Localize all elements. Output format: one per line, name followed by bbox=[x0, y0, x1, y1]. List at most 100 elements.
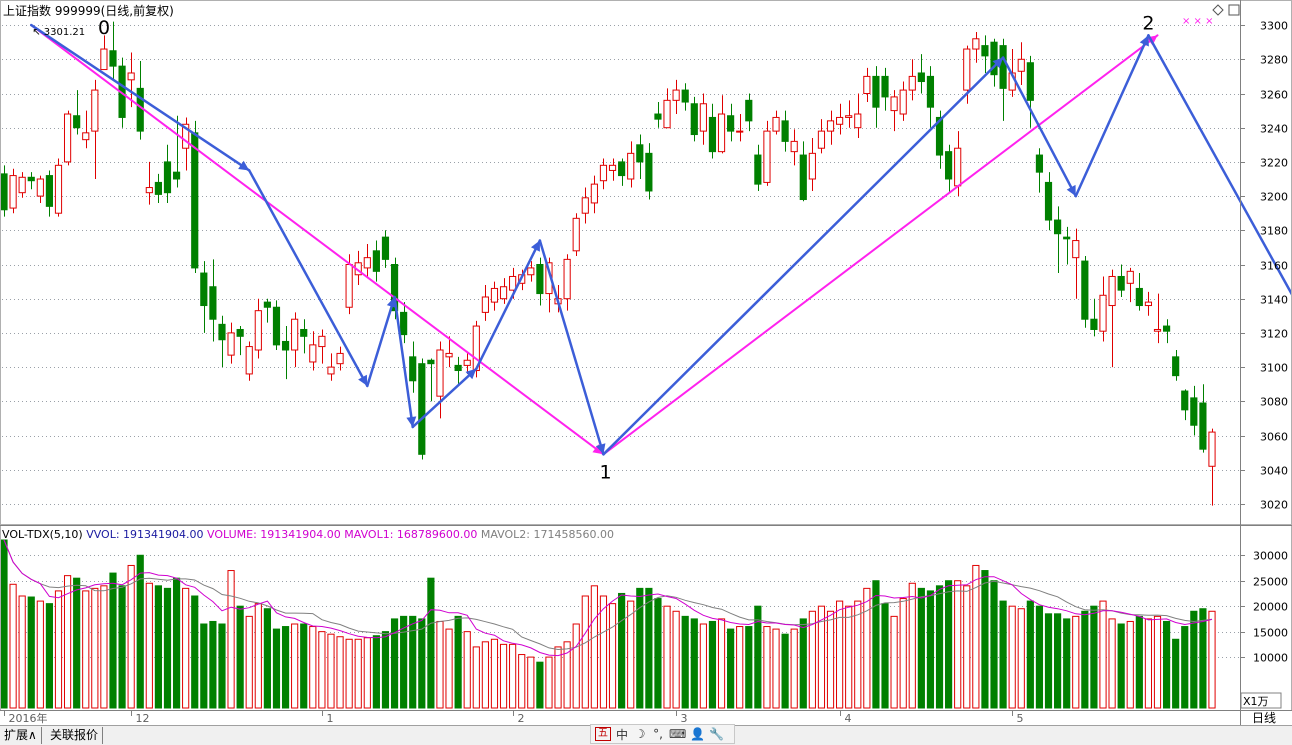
candle-body-up bbox=[63, 113, 72, 163]
window-icons[interactable] bbox=[1212, 4, 1240, 16]
volume-bar-up bbox=[1208, 610, 1216, 709]
volume-bar-down bbox=[381, 631, 390, 709]
candle-body-up bbox=[318, 335, 326, 348]
candle bbox=[481, 285, 489, 321]
candle bbox=[1044, 172, 1053, 231]
volume-bar-up bbox=[100, 585, 108, 709]
volume-bar-up bbox=[772, 628, 780, 709]
candle-body-down bbox=[45, 175, 54, 207]
volume-bar-up bbox=[817, 605, 826, 709]
volume-bar-up bbox=[36, 600, 44, 709]
volume-bar-down bbox=[1172, 638, 1180, 709]
candle-body-down bbox=[754, 154, 762, 185]
candle bbox=[808, 137, 816, 191]
ime-moon-icon[interactable]: ☽ bbox=[634, 727, 646, 741]
candle-body-up bbox=[472, 325, 480, 372]
candle-body-up bbox=[1017, 58, 1025, 72]
candle-body-down bbox=[409, 356, 417, 382]
candle-body-up bbox=[100, 48, 108, 71]
candle bbox=[409, 341, 417, 393]
candle-body-down bbox=[390, 264, 399, 312]
tab-expand[interactable]: 扩展∧ bbox=[0, 727, 42, 744]
candle bbox=[708, 103, 717, 159]
candle bbox=[1054, 206, 1062, 274]
ime-settings-icon[interactable]: 🔧 bbox=[709, 727, 725, 741]
candle bbox=[536, 257, 544, 306]
volume-bar-up bbox=[490, 638, 499, 709]
volume-bar-down bbox=[536, 661, 544, 709]
price-tick-label: 3280 bbox=[1260, 54, 1288, 67]
candle bbox=[154, 173, 162, 203]
candle bbox=[54, 158, 63, 217]
ime-wubi-icon[interactable]: 五 bbox=[595, 727, 611, 741]
candle bbox=[318, 329, 326, 364]
volume-tick-label: 20000 bbox=[1253, 601, 1288, 614]
candle bbox=[36, 175, 44, 203]
candle-body-down bbox=[981, 45, 989, 57]
price-tick-label: 3160 bbox=[1260, 260, 1288, 273]
ime-punctuation-icon[interactable]: °, bbox=[653, 727, 663, 741]
volume-bar-down bbox=[727, 628, 735, 709]
candle-body-down bbox=[372, 250, 380, 272]
blue-wave-segment bbox=[1001, 56, 1078, 198]
magenta-wave-segment bbox=[602, 34, 1159, 456]
candle-body-up bbox=[863, 75, 871, 95]
candle bbox=[73, 90, 81, 135]
blue-wave-segment-arrowhead bbox=[1066, 184, 1076, 197]
ime-user-icon[interactable]: 👤 bbox=[690, 727, 706, 741]
volume-bar-up bbox=[18, 595, 26, 709]
volume-bar-up bbox=[599, 595, 608, 709]
blue-wave-segment-arrowhead bbox=[465, 368, 477, 380]
candle-body-up bbox=[36, 178, 44, 197]
volume-bar-up bbox=[736, 626, 744, 709]
blue-wave-segment bbox=[538, 239, 605, 456]
volume-bar-down bbox=[281, 626, 290, 709]
candle bbox=[1153, 293, 1162, 344]
candle-body-up bbox=[890, 96, 898, 112]
candle-body-up bbox=[790, 140, 798, 153]
candle-body-down bbox=[1035, 154, 1044, 173]
volume-bar-up bbox=[291, 623, 299, 709]
restore-icon[interactable] bbox=[1228, 4, 1240, 16]
volume-bar-down bbox=[1199, 608, 1207, 709]
candle bbox=[1144, 291, 1153, 316]
volume-unit-label: X1万 bbox=[1243, 695, 1269, 708]
volume-bar-up bbox=[82, 590, 90, 709]
blue-wave-segment bbox=[475, 239, 542, 371]
volume-bar-up bbox=[1126, 620, 1134, 709]
candle bbox=[1017, 42, 1025, 85]
blue-wave-segment-arrowhead bbox=[1139, 35, 1149, 47]
candle-body-down bbox=[1063, 236, 1071, 240]
candle bbox=[663, 88, 671, 129]
candle bbox=[18, 172, 26, 198]
candle bbox=[1199, 384, 1207, 453]
volume-bar-down bbox=[926, 590, 935, 709]
candle bbox=[109, 21, 117, 80]
volume-bar-up bbox=[445, 628, 453, 709]
candle bbox=[817, 119, 826, 154]
price-tick-label: 3200 bbox=[1260, 191, 1288, 204]
candle-body-down bbox=[136, 87, 144, 132]
ime-keyboard-icon[interactable]: ⌨ bbox=[669, 727, 687, 741]
diamond-icon[interactable] bbox=[1212, 4, 1224, 16]
candle-body-up bbox=[345, 264, 353, 308]
candle-body-down bbox=[1081, 260, 1089, 320]
candle bbox=[418, 358, 426, 460]
volume-bar-up bbox=[1108, 618, 1116, 709]
volume-bar-up bbox=[1144, 618, 1153, 709]
volume-bar-down bbox=[881, 603, 889, 709]
candle-body-up bbox=[627, 152, 635, 180]
volume-bar-up bbox=[9, 583, 17, 709]
candle-body-down bbox=[27, 176, 35, 182]
price-tick-label: 3140 bbox=[1260, 294, 1288, 307]
ime-chinese-icon[interactable]: 中 bbox=[615, 727, 628, 742]
candle bbox=[454, 356, 462, 385]
candle bbox=[381, 230, 390, 268]
candle bbox=[490, 281, 499, 311]
volume-bar-down bbox=[690, 618, 698, 709]
volume-bar-up bbox=[127, 564, 135, 709]
candle bbox=[300, 319, 308, 354]
candle-body-down bbox=[1172, 356, 1180, 377]
tab-related-quotes[interactable]: 关联报价 bbox=[46, 727, 104, 744]
volume-bar-down bbox=[1035, 605, 1044, 709]
